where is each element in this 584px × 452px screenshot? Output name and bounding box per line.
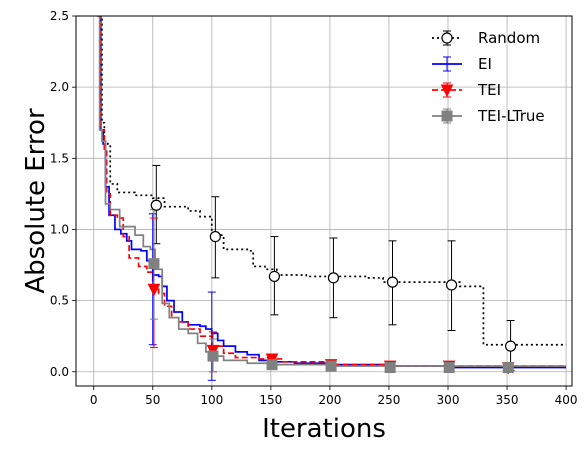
random-data-point [386,276,399,288]
random-data-point [504,340,517,352]
tei-ltrue-data-point [384,362,396,373]
x-tick-label: 350 [496,393,519,407]
grid-lines [76,15,572,386]
random-data-point [209,230,221,243]
y-tick-label: 2.5 [50,9,69,23]
axis-ticks: 0 50 100 150 200 250 300 350 400 0.0 0.5 1.0 1.5 2.0 2… [50,9,578,407]
y-tick-label: 0.0 [50,365,69,379]
legend-random-label: Random [478,29,540,47]
y-tick-label: 1.5 [50,151,69,165]
random-data-point [150,199,162,211]
x-tick-label: 150 [259,393,282,407]
series-curves [97,16,567,369]
legend: Random EI TEI TEI-LTrue [432,29,545,125]
y-tick-label: 1.0 [50,222,69,236]
tei-ltrue-series-line [97,16,567,367]
tei-ltrue-data-point [325,360,337,372]
random-data-point [268,270,280,283]
plot-frame [75,15,573,387]
y-tick-label: 2.0 [50,80,69,94]
x-tick-label: 100 [200,393,223,407]
legend-tei-ltrue-marker [441,110,453,122]
tei-ltrue-data-point [443,362,455,373]
series-markers [147,199,517,375]
random-data-point [327,272,340,284]
legend-tei-ltrue-label: TEI-LTrue [477,107,545,125]
random-series-line [99,16,567,346]
tei-ltrue-data-point [148,258,160,270]
x-tick-label: 250 [377,393,400,407]
y-axis-title: Absolute Error [21,108,51,294]
legend-ei-label: EI [478,55,492,73]
legend-tei-marker [440,84,454,98]
random-data-point [445,279,458,291]
tei-ltrue-data-point [207,350,219,362]
x-tick-label: 50 [145,393,160,407]
x-tick-label: 200 [318,393,341,407]
legend-tei-label: TEI [477,81,501,99]
x-tick-label: 0 [90,393,98,407]
y-tick-label: 0.5 [50,294,69,308]
tei-data-point [147,283,161,297]
x-tick-label: 400 [555,393,578,407]
tei-ltrue-data-point [266,359,278,371]
tei-ltrue-data-point [502,362,514,373]
x-tick-label: 300 [437,393,460,407]
tei-series-line [97,16,567,367]
legend-random-marker [441,32,453,44]
x-axis-title: Iterations [262,414,386,444]
